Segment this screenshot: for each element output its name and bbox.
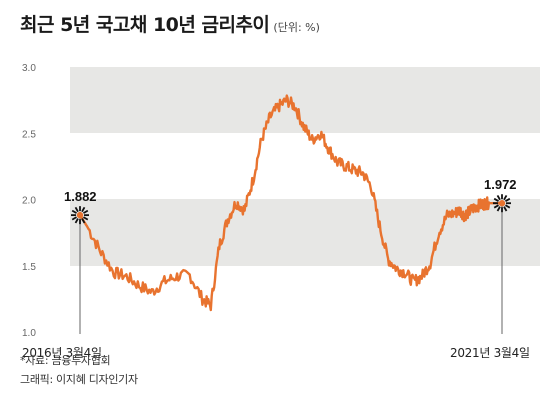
data-point-marker [71,206,89,225]
x-label-start: 2016년 3월4일 [22,346,102,360]
data-point-label: 1.972 [484,177,517,192]
data-point-label: 1.882 [64,189,97,204]
x-label-end: 2021년 3월4일 [450,346,530,360]
band-2.5-3.0 [70,67,540,133]
unit-label: (단위: %) [273,21,320,34]
y-tick-label: 2.0 [22,196,36,207]
rate-series-line [78,94,504,312]
y-tick-label: 3.0 [22,63,36,74]
source-note: *자료: 금융투자협회 [20,354,111,367]
chart-title-text: 최근 5년 국고채 10년 금리추이 [20,14,270,36]
data-point-marker [493,194,511,213]
y-tick-label: 2.5 [22,129,36,140]
graphic-credit: 그래픽: 이지혜 디자인기자 [20,373,138,386]
y-tick-label: 1.5 [22,262,36,273]
y-tick-label: 1.0 [22,328,36,339]
chart-title: 최근 5년 국고채 10년 금리추이 (단위: %) [20,10,320,37]
